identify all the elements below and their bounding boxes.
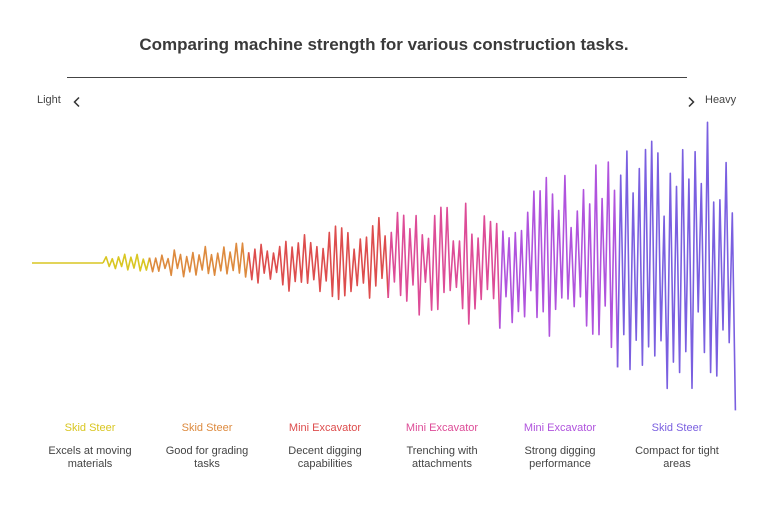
segment-description: Strong digging performance [524,445,596,470]
segment-4: Mini Excavator Trenching with attachment… [382,421,502,471]
segment-1: Skid Steer Excels at moving materials [30,421,150,471]
chevron-right-icon [688,96,695,108]
segment-2: Skid Steer Good for grading tasks [147,421,267,471]
scale-light-label: Light [37,94,61,106]
segment-name: Skid Steer [651,422,703,434]
segment-name: Mini Excavator [405,422,479,434]
segment-name: Skid Steer [64,422,116,434]
waveform-segment-1 [102,253,151,272]
scale-heavy-label: Heavy [705,94,737,106]
segment-description: Decent digging capabilities [288,445,362,470]
waveform-segment-4 [387,202,501,329]
segment-3: Mini Excavator Decent digging capabiliti… [265,421,385,471]
segment-description: Compact for tight areas [635,445,719,470]
diagram-title: Comparing machine strength for various c… [139,35,629,54]
waveform-segment-2 [148,242,250,278]
title-divider [67,77,687,78]
waveform-segment-6 [616,121,737,411]
segment-6: Skid Steer Compact for tight areas [617,421,737,471]
segment-name: Mini Excavator [523,422,597,434]
segment-5: Mini Excavator Strong digging performanc… [500,421,620,471]
chevron-left-icon [73,96,80,108]
segment-description: Excels at moving materials [48,445,132,470]
waveform-segment-3 [247,216,389,301]
segment-name: Skid Steer [181,422,233,434]
segment-description: Good for grading tasks [165,445,249,470]
waveform-segment-5 [499,161,619,368]
segment-description: Trenching with attachments [406,445,478,470]
segment-name: Mini Excavator [288,422,362,434]
